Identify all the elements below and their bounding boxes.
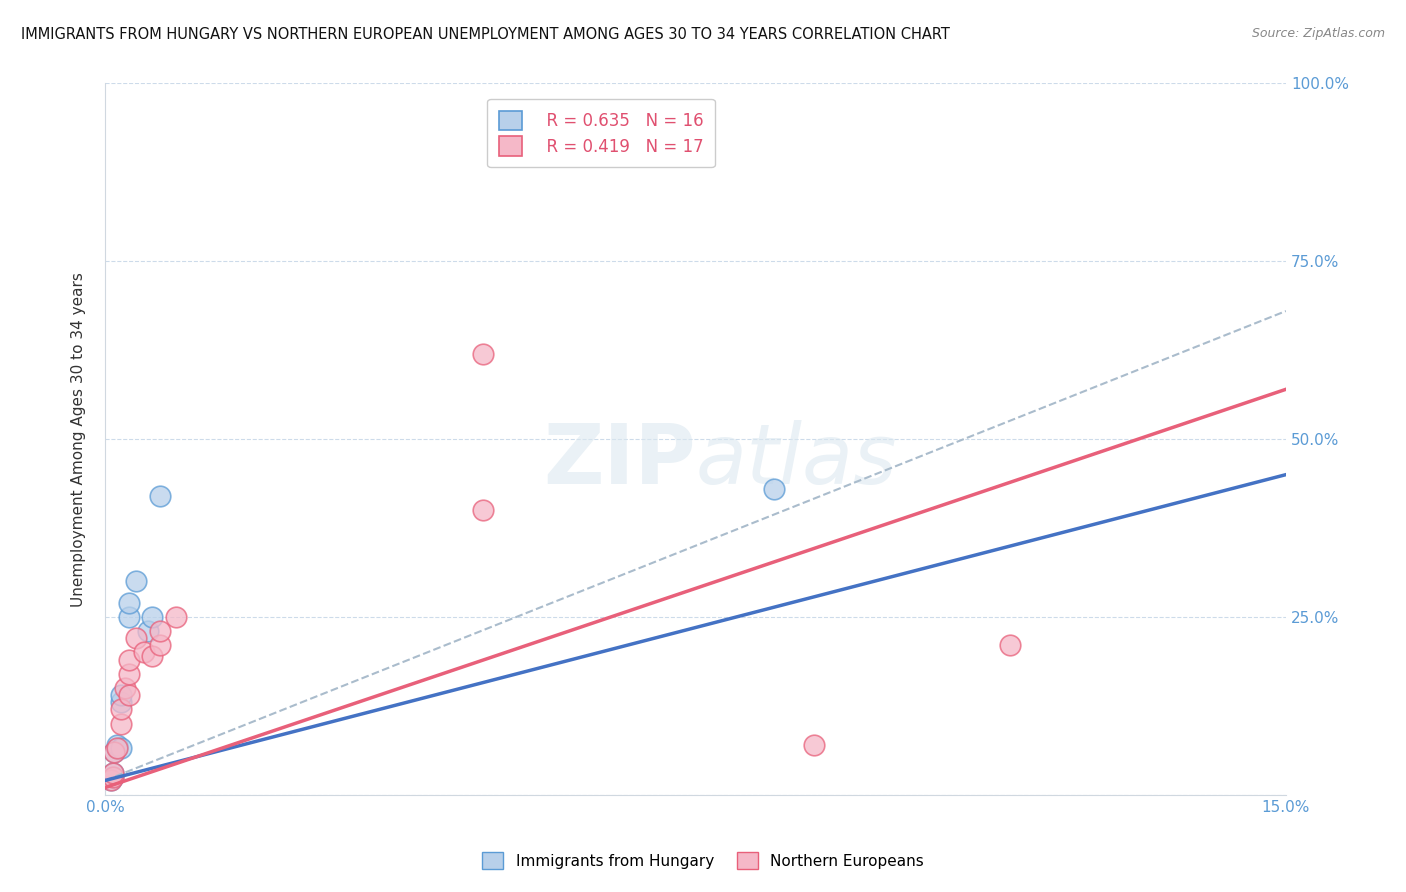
Point — [105, 738, 128, 752]
Point — [110, 695, 132, 709]
Point — [803, 738, 825, 752]
Point — [101, 766, 124, 780]
Point — [117, 652, 139, 666]
Legend:   R = 0.635   N = 16,   R = 0.419   N = 17: R = 0.635 N = 16, R = 0.419 N = 17 — [488, 99, 714, 168]
Text: Source: ZipAtlas.com: Source: ZipAtlas.com — [1251, 27, 1385, 40]
Point — [110, 741, 132, 756]
Point — [149, 638, 172, 652]
Point — [165, 610, 187, 624]
Point — [763, 482, 786, 496]
Text: IMMIGRANTS FROM HUNGARY VS NORTHERN EUROPEAN UNEMPLOYMENT AMONG AGES 30 TO 34 YE: IMMIGRANTS FROM HUNGARY VS NORTHERN EURO… — [21, 27, 950, 42]
Point — [100, 773, 122, 788]
Point — [100, 773, 122, 788]
Point — [110, 688, 132, 702]
Point — [149, 624, 172, 639]
Point — [471, 347, 494, 361]
Text: ZIP: ZIP — [543, 420, 696, 501]
Point — [105, 741, 128, 756]
Point — [117, 596, 139, 610]
Point — [141, 610, 163, 624]
Point — [125, 631, 148, 645]
Point — [141, 648, 163, 663]
Point — [103, 745, 125, 759]
Legend: Immigrants from Hungary, Northern Europeans: Immigrants from Hungary, Northern Europe… — [475, 846, 931, 875]
Point — [136, 624, 159, 639]
Point — [103, 745, 125, 759]
Point — [471, 503, 494, 517]
Y-axis label: Unemployment Among Ages 30 to 34 years: Unemployment Among Ages 30 to 34 years — [72, 272, 86, 607]
Point — [149, 489, 172, 503]
Point — [101, 770, 124, 784]
Point — [105, 741, 128, 756]
Point — [1000, 638, 1022, 652]
Point — [117, 666, 139, 681]
Point — [110, 716, 132, 731]
Point — [125, 574, 148, 589]
Point — [114, 681, 136, 695]
Point — [134, 645, 156, 659]
Point — [117, 688, 139, 702]
Point — [101, 766, 124, 780]
Point — [110, 702, 132, 716]
Text: atlas: atlas — [696, 420, 897, 501]
Point — [101, 770, 124, 784]
Point — [117, 610, 139, 624]
